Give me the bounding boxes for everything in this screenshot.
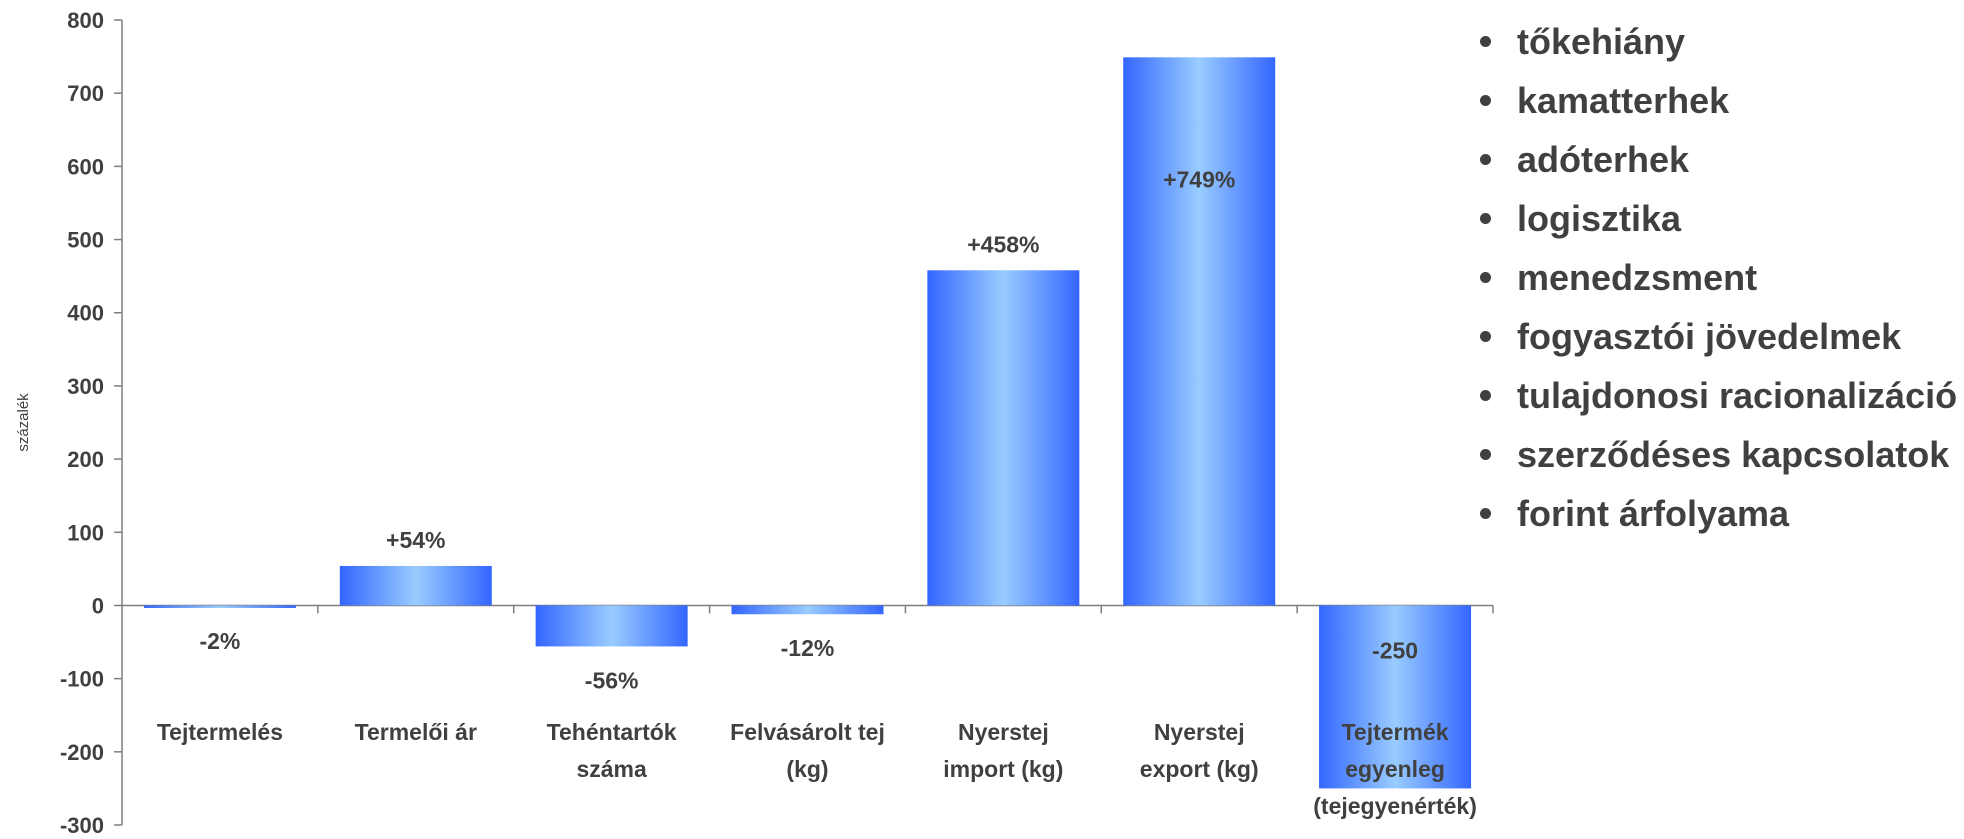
factor-item: adóterhek	[1480, 130, 1957, 189]
factor-list: tőkehiány kamatterhek adóterhek logisztika m…	[1480, 12, 1957, 543]
bar	[927, 270, 1080, 606]
factor-text: fogyasztói jövedelmek	[1517, 316, 1902, 357]
y-tick-label: 200	[67, 447, 104, 472]
bar	[1123, 57, 1276, 606]
category-label: száma	[576, 756, 647, 782]
data-label: +749%	[1163, 166, 1235, 192]
factor-item: kamatterhek	[1480, 71, 1957, 130]
factor-text: tőkehiány	[1517, 21, 1686, 62]
category-label: Nyerstej	[1154, 719, 1245, 745]
data-label: +54%	[386, 527, 445, 553]
y-axis-title: százalék	[15, 393, 32, 452]
y-tick-label: 500	[67, 228, 104, 253]
bar	[731, 605, 884, 615]
data-label: -2%	[199, 628, 240, 654]
category-label: Felvásárolt tej	[730, 719, 885, 745]
data-label: -56%	[585, 667, 639, 693]
bullet-icon	[1480, 271, 1491, 283]
bullet-icon	[1480, 153, 1491, 165]
bullet-icon	[1480, 448, 1491, 460]
factor-item: logisztika	[1480, 189, 1957, 248]
category-label: egyenleg	[1345, 756, 1445, 782]
y-tick-label: -200	[60, 740, 104, 765]
bullet-icon	[1480, 330, 1491, 342]
category-label: Tejtermelés	[157, 719, 283, 745]
category-label: Termelői ár	[355, 719, 477, 745]
data-label: -12%	[781, 635, 835, 661]
y-tick-label: 700	[67, 81, 104, 106]
bullet-icon	[1480, 212, 1491, 224]
category-label: export (kg)	[1140, 756, 1259, 782]
bullet-icon	[1480, 389, 1491, 401]
factor-item: forint árfolyama	[1480, 484, 1957, 543]
category-label: (tejegyenérték)	[1313, 793, 1477, 819]
data-label: -250	[1372, 637, 1418, 663]
y-tick-label: -100	[60, 667, 104, 692]
category-label: Tehéntartók	[547, 719, 677, 745]
factor-item: tőkehiány	[1480, 12, 1957, 71]
category-label: Nyerstej	[958, 719, 1049, 745]
category-label: import (kg)	[943, 756, 1063, 782]
factor-item: menedzsment	[1480, 248, 1957, 307]
bullet-icon	[1480, 35, 1491, 47]
bar	[143, 605, 296, 608]
factor-item: szerződéses kapcsolatok	[1480, 425, 1957, 484]
labels: -2% Tejtermelés +54% Termelői ár -56% Tehénta…	[157, 166, 1477, 819]
factor-text: menedzsment	[1517, 257, 1758, 298]
factor-text: kamatterhek	[1517, 80, 1730, 121]
y-tick-label: 300	[67, 374, 104, 399]
bar	[535, 605, 688, 647]
bar	[1319, 605, 1472, 789]
y-tick-label: 400	[67, 301, 104, 326]
bullet-icon	[1480, 507, 1491, 519]
bullet-icon	[1480, 94, 1491, 106]
factor-text: szerződéses kapcsolatok	[1517, 434, 1950, 475]
bar	[339, 565, 492, 606]
data-label: +458%	[967, 231, 1039, 257]
category-label: Tejtermék	[1342, 719, 1449, 745]
factor-item: tulajdonosi racionalizáció	[1480, 366, 1957, 425]
bars	[143, 57, 1472, 789]
y-tick-label: -300	[60, 813, 104, 838]
y-tick-label: 800	[67, 8, 104, 33]
y-tick-label: 600	[67, 154, 104, 179]
y-tick-label: 0	[92, 593, 104, 618]
factor-text: adóterhek	[1517, 139, 1690, 180]
y-tick-label: 100	[67, 520, 104, 545]
factor-item: fogyasztói jövedelmek	[1480, 307, 1957, 366]
factor-text: tulajdonosi racionalizáció	[1517, 375, 1958, 416]
factor-text: forint árfolyama	[1517, 493, 1790, 534]
factor-text: logisztika	[1517, 198, 1682, 239]
category-label: (kg)	[786, 756, 828, 782]
